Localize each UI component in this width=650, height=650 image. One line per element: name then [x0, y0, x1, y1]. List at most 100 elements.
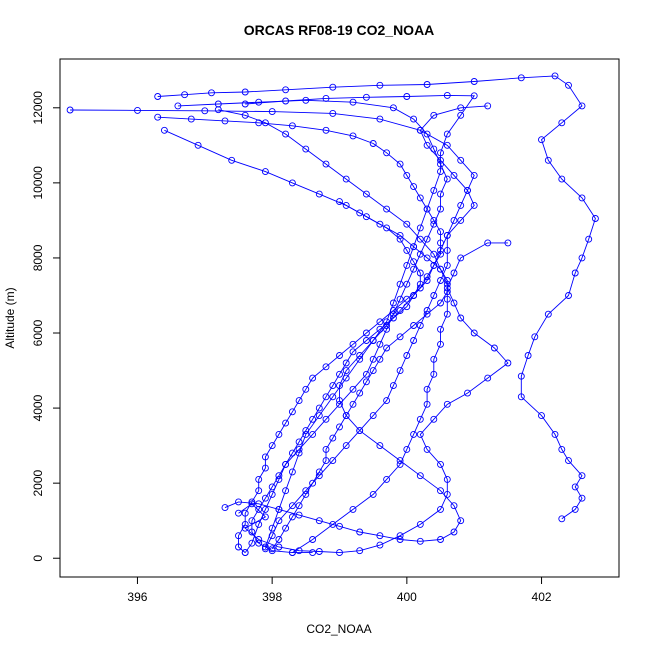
data-point	[443, 130, 451, 138]
data-point	[255, 475, 263, 483]
data-point	[551, 72, 559, 80]
series-line	[245, 94, 476, 548]
data-point	[309, 374, 317, 382]
y-tick-label: 6000	[31, 319, 45, 346]
data-point	[437, 265, 444, 273]
data-point	[349, 400, 357, 408]
data-point	[544, 310, 552, 318]
data-point	[309, 549, 317, 557]
data-point	[194, 141, 202, 149]
data-point	[423, 445, 431, 453]
series-line	[224, 105, 488, 542]
data-point	[349, 505, 357, 513]
data-point	[248, 498, 256, 506]
data-point	[362, 337, 370, 344]
data-point	[578, 494, 586, 502]
data-point	[504, 239, 512, 247]
data-point	[430, 292, 438, 299]
data-point	[282, 487, 290, 495]
series-line	[164, 129, 421, 554]
x-tick-label: 402	[532, 590, 552, 604]
data-point	[443, 475, 451, 483]
series-1	[174, 96, 451, 557]
data-point	[376, 325, 384, 333]
data-point	[288, 513, 296, 521]
data-point	[443, 231, 451, 239]
y-tick-label: 10000	[31, 166, 45, 200]
data-point	[430, 355, 438, 363]
data-point	[437, 190, 444, 198]
data-point	[295, 547, 303, 555]
data-point	[416, 537, 424, 545]
data-point	[558, 515, 566, 523]
data-point	[437, 460, 444, 468]
data-point	[362, 329, 370, 337]
data-point	[437, 487, 444, 495]
data-point	[349, 348, 357, 356]
data-point	[457, 156, 465, 164]
data-point	[302, 490, 310, 498]
data-point	[396, 457, 404, 465]
data-point	[383, 149, 391, 157]
data-point	[437, 246, 444, 254]
data-point	[504, 359, 512, 367]
data-point	[309, 479, 317, 487]
data-point	[336, 397, 343, 405]
data-point	[571, 483, 579, 491]
data-point	[255, 487, 263, 495]
data-point	[356, 209, 364, 217]
data-point	[517, 74, 525, 82]
data-point	[416, 235, 424, 243]
data-point	[268, 483, 276, 491]
data-point	[396, 460, 404, 468]
data-point	[208, 89, 215, 97]
data-point	[288, 122, 296, 130]
data-point	[450, 299, 458, 307]
data-point	[470, 171, 478, 179]
data-point	[336, 352, 343, 359]
data-point	[315, 468, 323, 476]
y-tick-label: 12000	[31, 91, 45, 125]
data-point	[457, 517, 465, 525]
x-tick-label: 400	[397, 590, 417, 604]
data-point	[383, 475, 391, 483]
data-point	[261, 505, 269, 513]
data-point	[403, 171, 411, 179]
data-point	[450, 216, 458, 224]
data-point	[571, 505, 579, 513]
data-point	[342, 175, 350, 183]
data-point	[369, 367, 377, 375]
data-point	[255, 539, 263, 547]
data-point	[430, 261, 438, 269]
data-point	[302, 385, 310, 393]
data-point	[342, 412, 350, 420]
series-9	[160, 126, 424, 557]
series-2	[66, 106, 478, 553]
data-point	[322, 445, 330, 453]
x-tick-label: 398	[262, 590, 282, 604]
data-point	[376, 532, 384, 540]
data-point	[349, 98, 357, 106]
y-axis-label: Altitude (m)	[3, 287, 17, 348]
data-point	[362, 378, 370, 386]
data-point	[261, 464, 269, 472]
data-point	[524, 352, 532, 359]
data-point	[160, 126, 168, 134]
data-point	[235, 532, 242, 540]
data-point	[416, 430, 424, 438]
data-point	[430, 250, 438, 258]
data-point	[342, 201, 350, 209]
data-point	[315, 404, 323, 412]
data-point	[322, 393, 330, 401]
data-point	[383, 344, 391, 352]
data-point	[538, 412, 545, 420]
data-point	[275, 505, 283, 513]
data-point	[275, 430, 283, 438]
data-point	[430, 415, 438, 423]
data-point	[315, 548, 323, 555]
data-point	[268, 547, 276, 555]
data-point	[288, 408, 296, 416]
data-point	[423, 81, 431, 88]
data-point	[396, 536, 404, 543]
data-point	[443, 261, 451, 269]
